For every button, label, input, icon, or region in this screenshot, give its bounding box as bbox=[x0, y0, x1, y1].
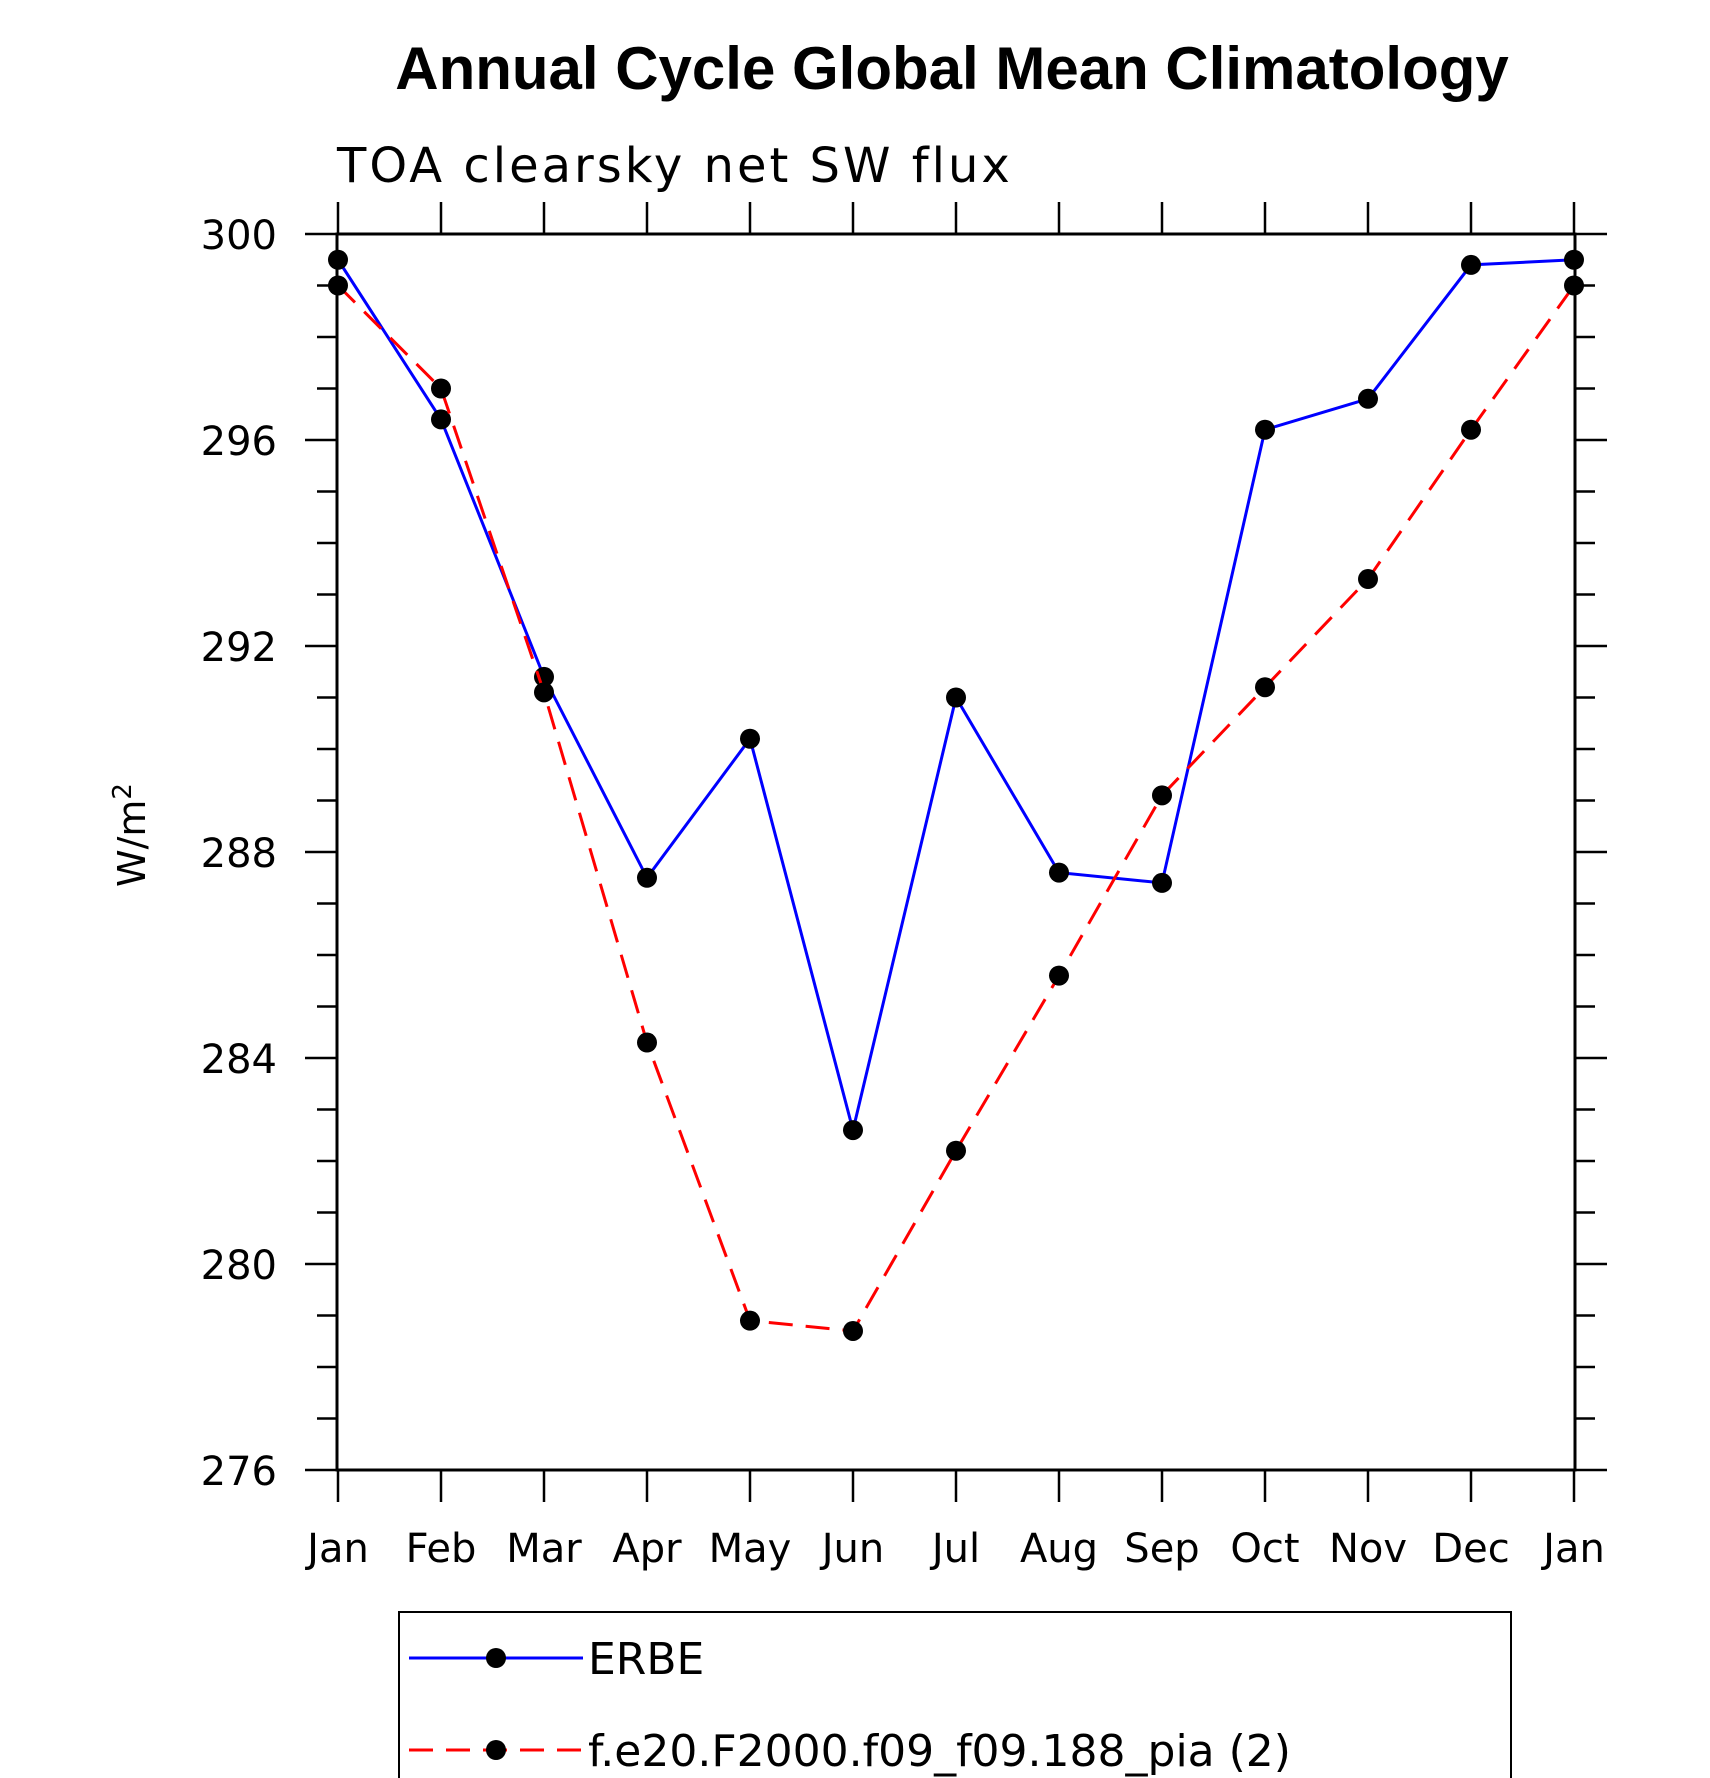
data-point bbox=[1461, 419, 1481, 440]
data-point bbox=[1461, 254, 1481, 275]
x-tick-label: Jan bbox=[1540, 1526, 1605, 1572]
y-tick-label: 280 bbox=[201, 1243, 277, 1289]
y-axis-label-superscript: 2 bbox=[108, 783, 138, 800]
data-point bbox=[1564, 249, 1584, 270]
data-point bbox=[1255, 677, 1275, 698]
data-point bbox=[1049, 965, 1069, 986]
data-point bbox=[431, 409, 451, 430]
data-point bbox=[637, 1032, 657, 1053]
x-tick-label: Mar bbox=[506, 1526, 582, 1572]
data-point bbox=[843, 1320, 863, 1341]
data-point bbox=[431, 378, 451, 399]
x-tick-label: Jan bbox=[304, 1526, 369, 1572]
series-2 bbox=[328, 275, 1584, 1341]
series-1 bbox=[328, 249, 1584, 1141]
data-point bbox=[1564, 275, 1584, 296]
data-point bbox=[1049, 862, 1069, 883]
data-point bbox=[328, 249, 348, 270]
chart-title: Annual Cycle Global Mean Climatology bbox=[395, 35, 1509, 102]
y-axis-label: W/m2 bbox=[108, 783, 154, 887]
chart-subtitle: TOA clearsky net SW flux bbox=[336, 138, 1013, 194]
series-line bbox=[336, 284, 1576, 1333]
y-tick-label: 284 bbox=[201, 1037, 277, 1083]
x-tick-label: May bbox=[709, 1526, 792, 1572]
y-tick-label: 276 bbox=[201, 1449, 277, 1495]
data-point bbox=[946, 1140, 966, 1161]
legend-box bbox=[398, 1611, 1512, 1778]
data-point bbox=[946, 687, 966, 708]
x-tick-label: Feb bbox=[406, 1526, 477, 1572]
x-tick-label: Aug bbox=[1020, 1526, 1098, 1572]
data-point bbox=[1255, 419, 1275, 440]
data-point bbox=[1358, 569, 1378, 590]
data-point bbox=[534, 682, 554, 703]
data-point bbox=[637, 867, 657, 888]
x-tick-label: Apr bbox=[612, 1526, 682, 1572]
axes: 276 280 284 288 292 296 300 Jan Feb Mar Apr May Jun J… bbox=[201, 202, 1607, 1572]
legend-label: f.e20.F2000.f09_f09.188_pia (2) bbox=[588, 1726, 1291, 1777]
legend: ERBE f.e20.F2000.f09_f09.188_pia (2) bbox=[398, 1611, 1512, 1778]
data-point bbox=[328, 275, 348, 296]
y-tick-label: 292 bbox=[201, 625, 277, 671]
legend-marker bbox=[486, 1648, 506, 1668]
x-tick-label: Dec bbox=[1432, 1526, 1509, 1572]
y-tick-label: 300 bbox=[201, 213, 277, 259]
data-point bbox=[1358, 388, 1378, 409]
x-tick-label: Jul bbox=[929, 1526, 980, 1572]
y-tick-label: 296 bbox=[201, 419, 277, 465]
x-tick-label: Nov bbox=[1329, 1526, 1407, 1572]
legend-label: ERBE bbox=[588, 1634, 704, 1685]
x-tick-label: Sep bbox=[1124, 1526, 1199, 1572]
y-axis-label-unit: W/m bbox=[110, 800, 154, 887]
data-point bbox=[1152, 785, 1172, 806]
plot-frame bbox=[335, 232, 1577, 1472]
y-tick-label: 288 bbox=[201, 831, 277, 877]
series-layer bbox=[328, 249, 1584, 1341]
data-point bbox=[843, 1120, 863, 1141]
legend-marker bbox=[486, 1740, 506, 1760]
x-tick-label: Jun bbox=[819, 1526, 885, 1572]
data-point bbox=[740, 1310, 760, 1331]
data-point bbox=[1152, 872, 1172, 893]
x-tick-label: Oct bbox=[1230, 1526, 1299, 1572]
data-point bbox=[740, 728, 760, 749]
